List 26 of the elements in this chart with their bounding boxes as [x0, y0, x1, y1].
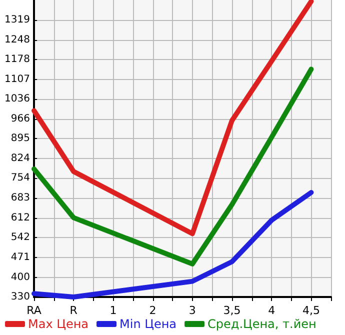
x-tick-label: RA [26, 304, 42, 317]
y-tick-label: 471 [10, 252, 30, 263]
y-tick-label: 754 [10, 172, 30, 184]
y-tick-label: 612 [10, 212, 30, 224]
y-tick-label: 966 [10, 113, 30, 124]
y-tick-label: 1319 [4, 14, 30, 26]
y-tick-label: 1036 [4, 94, 30, 105]
legend-label: Сред.Цена, т.йен [208, 317, 316, 331]
y-tick-label: 330 [10, 292, 30, 302]
y-tick-label: 542 [10, 232, 30, 244]
x-tick-label: 3,5 [223, 304, 241, 317]
x-tick-label: 4 [268, 304, 276, 317]
y-tick-label: 683 [10, 192, 30, 204]
y-tick-label: 1107 [4, 74, 30, 85]
x-tick-label: 3 [188, 304, 196, 317]
legend-label: Min Цена [120, 317, 177, 331]
x-tick-label: 1 [110, 304, 117, 317]
y-tick-label: 895 [10, 133, 30, 144]
y-tick-label: 824 [10, 153, 30, 164]
y-tick-label: 1248 [4, 34, 30, 46]
x-tick-label: R [70, 304, 78, 317]
y-tick-label: 1178 [4, 54, 30, 65]
x-tick-label: 4,5 [302, 304, 320, 317]
x-tick-label: 2 [149, 304, 156, 317]
legend-label: Max Цена [28, 317, 89, 331]
y-tick-label: 400 [10, 272, 30, 283]
